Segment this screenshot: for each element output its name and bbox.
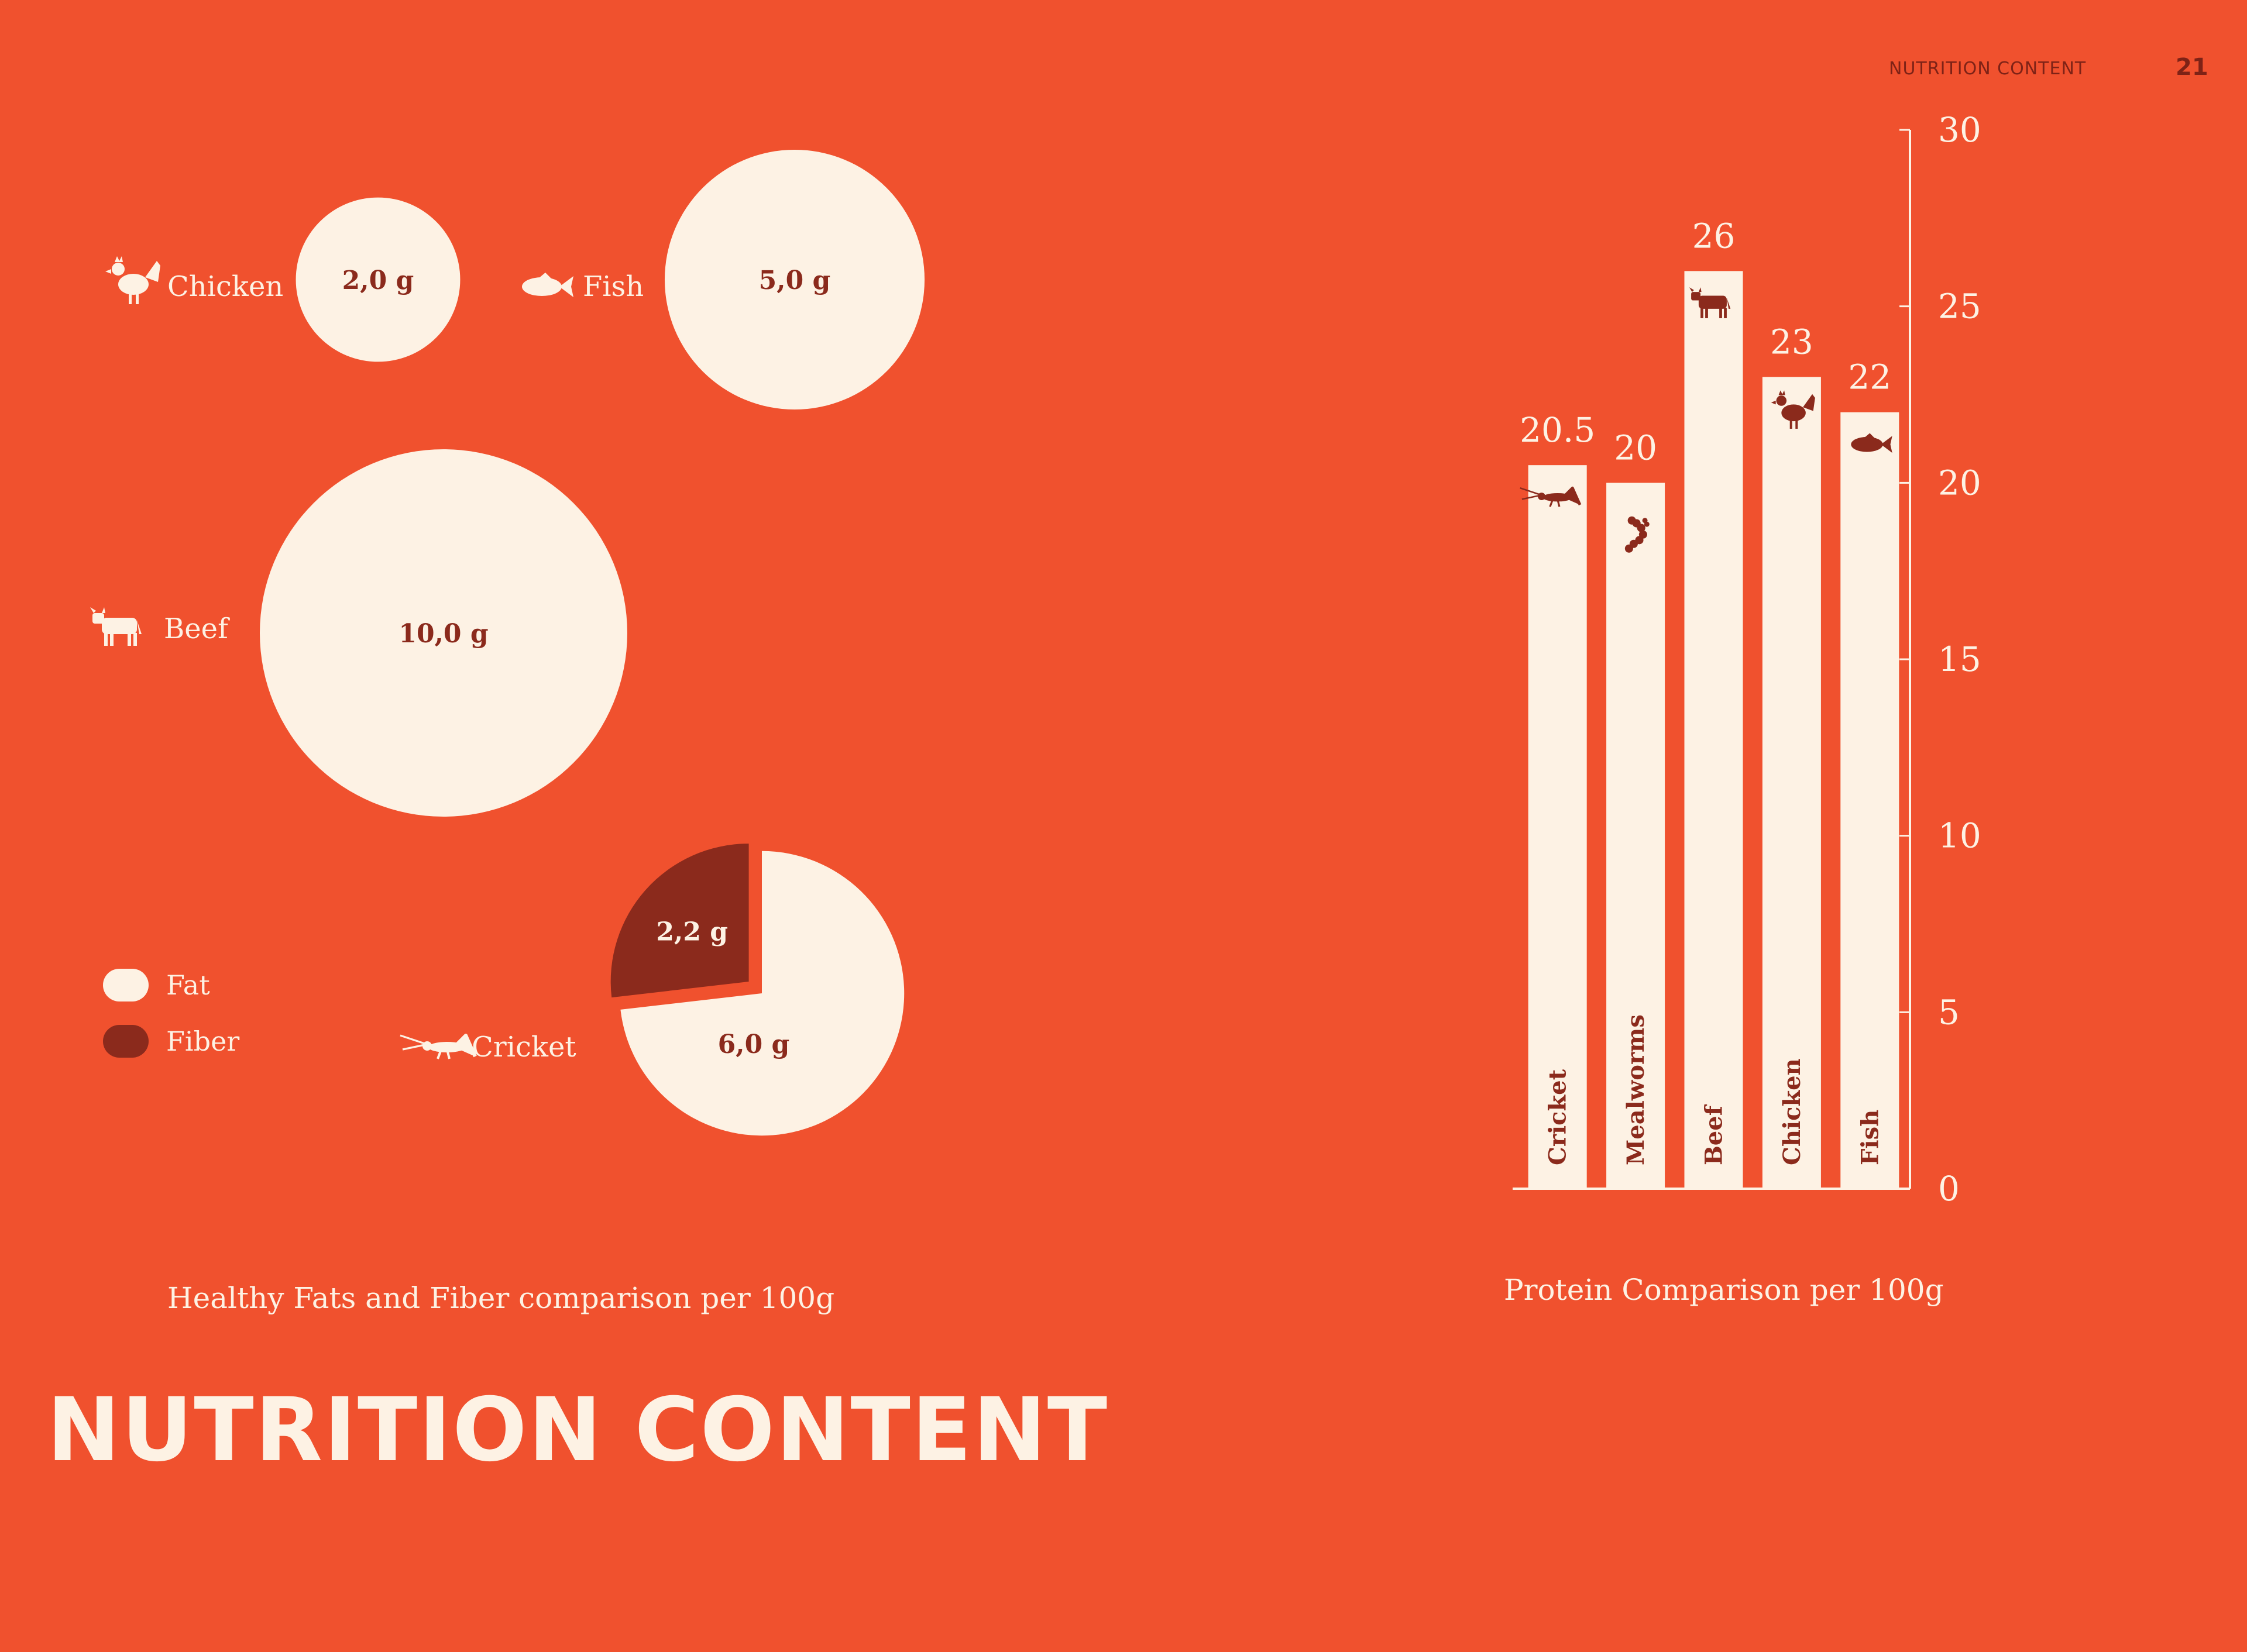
page-number: 21 <box>2176 54 2208 81</box>
bar-value-label: 26 <box>1692 216 1736 256</box>
bar-category-label: Beef <box>1700 1104 1728 1165</box>
fish-icon <box>1851 433 1892 453</box>
bar-rect <box>1840 412 1899 1188</box>
fat-fiber-chart: Chicken 2,0 g Fish 5,0 g Beef 10,0 g Cricket 2,… <box>90 149 925 1136</box>
y-tick-label: 30 <box>1938 110 1981 150</box>
y-tick-label: 0 <box>1938 1169 1960 1209</box>
bar-category-label: Mealworms <box>1622 1014 1650 1165</box>
fat-fiber-chart-title: Healthy Fats and Fiber comparison per 10… <box>167 1281 835 1315</box>
protein-chart-title: Protein Comparison per 100g <box>1504 1273 1944 1307</box>
header-section-label: NUTRITION CONTENT <box>1889 58 2087 79</box>
bar-fish: 22 Fish <box>1840 357 1899 1188</box>
bubble-item-chicken: Chicken 2,0 g <box>105 197 461 362</box>
bar-value-label: 20.5 <box>1520 410 1595 450</box>
cow-icon <box>1689 287 1731 318</box>
legend-item-fat: Fat <box>103 969 210 1001</box>
legend-swatch-fat <box>103 969 149 1001</box>
bubble-item-cricket: Cricket 2,2 g 6,0 g <box>400 844 905 1136</box>
bar-rect <box>1528 465 1587 1188</box>
legend-item-fiber: Fiber <box>103 1025 239 1058</box>
y-tick-label: 25 <box>1938 287 1981 326</box>
bar-value-label: 20 <box>1614 428 1657 467</box>
y-tick-label: 15 <box>1938 639 1981 679</box>
bar-mealworms: 20 Mealworms <box>1606 428 1665 1188</box>
fat-bubble <box>296 197 461 362</box>
bubble-category-label: Fish <box>583 270 644 303</box>
bar-category-label: Chicken <box>1778 1058 1806 1165</box>
fat-value-label: 10,0 g <box>398 619 488 649</box>
fat-value-label: 2,0 g <box>342 266 414 295</box>
mealworm-icon <box>1624 516 1650 553</box>
bar-category-label: Cricket <box>1544 1069 1572 1165</box>
bubble-item-fish: Fish 5,0 g <box>522 149 925 410</box>
cricket-icon <box>400 1034 477 1059</box>
page-title: NUTRITION CONTENT <box>47 1379 1109 1481</box>
bubble-category-label: Cricket <box>472 1031 576 1064</box>
pie-slice-fiber <box>610 844 749 998</box>
y-tick-label: 10 <box>1938 816 1981 856</box>
fat-bubble <box>664 149 925 410</box>
fiber-value-label: 2,2 g <box>656 917 728 947</box>
bar-chicken: 23 Chicken <box>1762 322 1821 1188</box>
legend-label-fiber: Fiber <box>166 1025 240 1057</box>
bar-category-label: Fish <box>1856 1110 1884 1165</box>
bubble-category-label: Beef <box>164 612 230 645</box>
fat-value-label: 5,0 g <box>759 266 831 295</box>
fat-bubble <box>260 449 627 817</box>
legend-swatch-fiber <box>103 1025 149 1058</box>
protein-bar-chart: 0 5 10 15 20 25 30 20.5 Cricket 20 Mealworms 26 Beef… <box>1513 110 1981 1209</box>
bar-rect <box>1762 377 1821 1188</box>
bubble-category-label: Chicken <box>167 270 283 303</box>
y-tick-label: 20 <box>1938 463 1981 503</box>
pie-slice-fat <box>620 851 905 1136</box>
bar-beef: 26 Beef <box>1684 216 1743 1188</box>
bar-cricket: 20.5 Cricket <box>1520 410 1595 1188</box>
bubble-item-beef: Beef 10,0 g <box>90 449 627 817</box>
chicken-icon <box>105 256 160 304</box>
fish-icon <box>522 273 573 297</box>
cricket-icon <box>1520 486 1582 507</box>
legend-label-fat: Fat <box>166 969 210 1001</box>
bar-value-label: 22 <box>1848 357 1891 397</box>
y-tick-label: 5 <box>1938 992 1960 1032</box>
bar-rect <box>1684 271 1743 1188</box>
cow-icon <box>90 607 142 646</box>
bar-rect <box>1606 483 1665 1188</box>
chicken-icon <box>1771 390 1815 429</box>
fat-value-label: 6,0 g <box>718 1030 790 1059</box>
bar-value-label: 23 <box>1770 322 1813 362</box>
